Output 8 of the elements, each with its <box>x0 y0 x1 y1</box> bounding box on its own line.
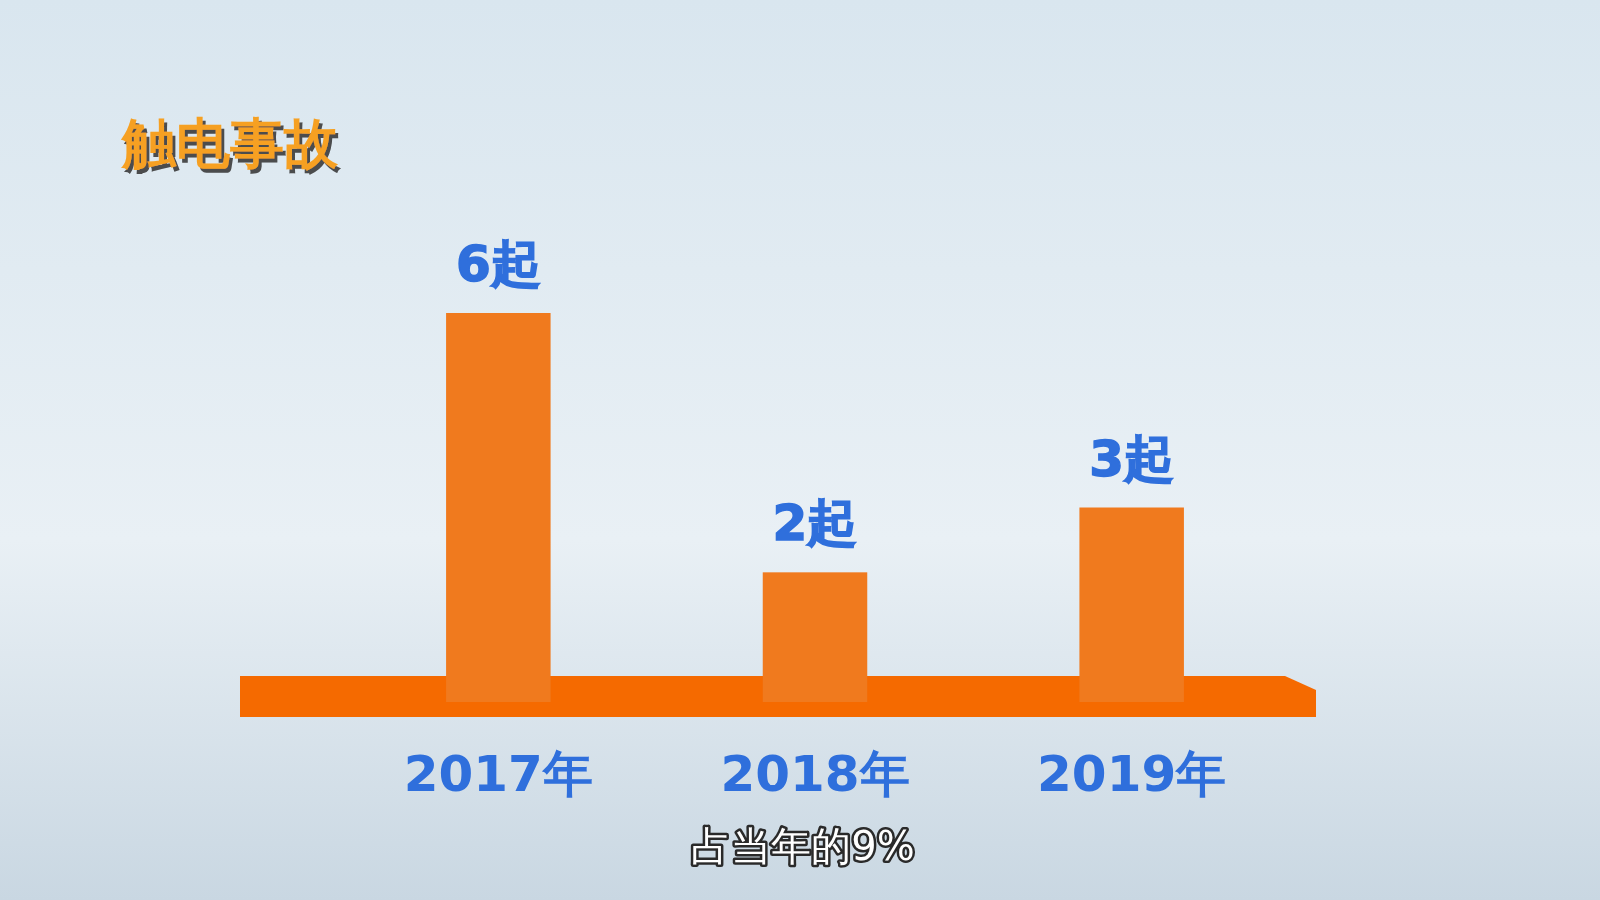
data-label: 2起 <box>772 494 858 553</box>
data-label: 3起 <box>1089 429 1175 488</box>
x-tick-label: 2018年 <box>720 745 910 803</box>
x-tick-label: 2017年 <box>403 745 593 803</box>
data-label: 6起 <box>455 235 541 293</box>
chart-title: 触电事故 <box>120 112 339 175</box>
text: 占当年的9% <box>691 823 915 869</box>
x-tick-label: 2019年 <box>1037 745 1227 803</box>
